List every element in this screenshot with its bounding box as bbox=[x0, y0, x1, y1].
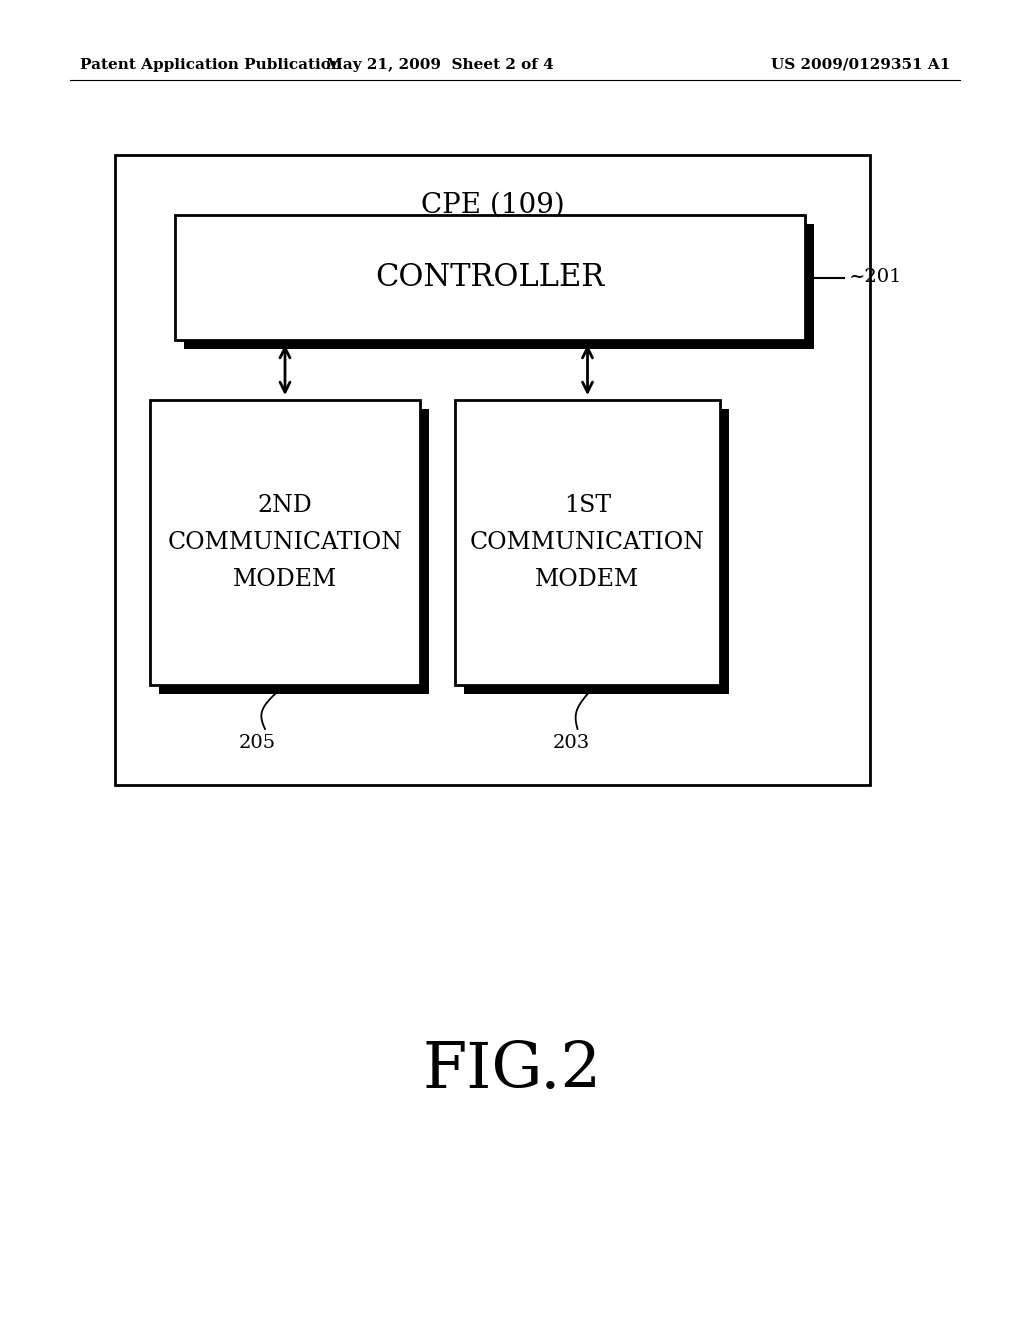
Text: CONTROLLER: CONTROLLER bbox=[376, 261, 604, 293]
Bar bbox=[159, 409, 429, 694]
Text: 203: 203 bbox=[553, 734, 590, 752]
Text: CPE (109): CPE (109) bbox=[421, 191, 564, 219]
Text: Patent Application Publication: Patent Application Publication bbox=[80, 58, 342, 73]
Text: 2ND
COMMUNICATION
MODEM: 2ND COMMUNICATION MODEM bbox=[168, 494, 402, 591]
Bar bbox=[150, 400, 420, 685]
Text: 1ST
COMMUNICATION
MODEM: 1ST COMMUNICATION MODEM bbox=[470, 494, 705, 591]
Bar bbox=[184, 224, 814, 348]
Text: FIG.2: FIG.2 bbox=[423, 1039, 601, 1101]
Text: ~201: ~201 bbox=[849, 268, 902, 286]
Bar bbox=[455, 400, 720, 685]
Text: May 21, 2009  Sheet 2 of 4: May 21, 2009 Sheet 2 of 4 bbox=[326, 58, 554, 73]
Bar bbox=[464, 409, 729, 694]
Bar bbox=[115, 154, 870, 785]
Bar bbox=[175, 215, 805, 341]
Text: US 2009/0129351 A1: US 2009/0129351 A1 bbox=[771, 58, 950, 73]
Text: 205: 205 bbox=[239, 734, 275, 752]
